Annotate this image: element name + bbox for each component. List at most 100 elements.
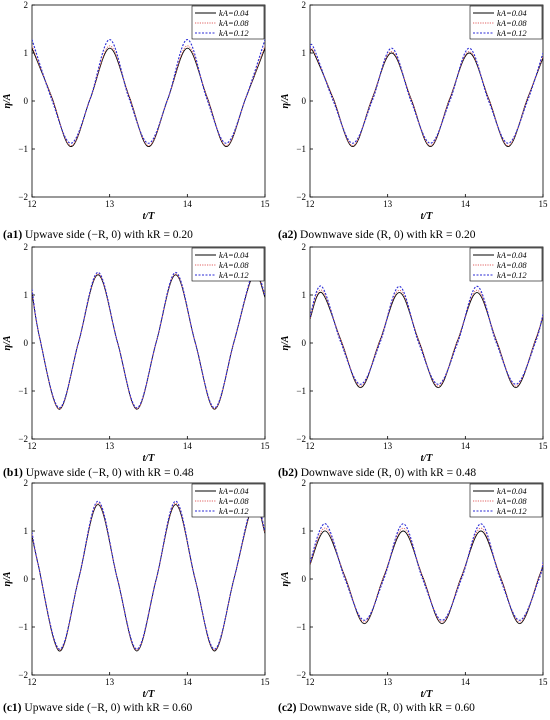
x-tick-label-a1-2: 14 [183, 199, 193, 209]
legend-box-c1 [191, 483, 265, 518]
chart-b1: 12 13 14 15−2−1012t/Tη/AkA=0.04kA=0.08kA=0.… [2, 242, 271, 464]
series-line-a1-0 [32, 47, 265, 148]
caption-a1-text: Upwave side (−R, 0) with kR = 0.20 [25, 229, 193, 241]
legend-label-b1-2: kA=0.12 [219, 270, 249, 280]
series-line-a2-0 [310, 49, 543, 148]
x-tick-label-c1-0: 12 [28, 677, 37, 687]
x-tick-label-a2-1: 13 [383, 199, 393, 209]
x-tick-label-c2-1: 13 [383, 677, 393, 687]
chart-a2: 12 13 14 15−2−1012t/Tη/AkA=0.04kA=0.08kA=0.… [280, 0, 548, 222]
x-tick-label-b1-0: 12 [28, 441, 37, 451]
panel-c1: 12 13 14 15 −2 −1 0 1 2 t/T η/A kA=0.04 kA=0.08 kA=0.… [0, 478, 270, 700]
series-group-a2 [310, 43, 543, 148]
legend-label-a1-1: kA=0.08 [219, 18, 249, 28]
x-tick-label-c2-0: 12 [306, 677, 315, 687]
legend-label-b1-1: kA=0.08 [219, 260, 249, 270]
y-tick-label-a2-1: −1 [296, 144, 306, 154]
y-tick-label-c1-4: 2 [24, 478, 29, 488]
caption-b2-label: (b2) [278, 467, 298, 479]
legend-label-c1-1: kA=0.08 [219, 496, 249, 506]
legend-label-a2-2: kA=0.12 [497, 28, 527, 38]
x-axis-label-a1: t/T [143, 211, 156, 222]
caption-c2-text: Downwave side (R, 0) with kR = 0.60 [299, 702, 475, 714]
x-tick-label-a1-3: 15 [261, 199, 271, 209]
y-tick-label-a1-0: −2 [18, 192, 28, 202]
y-axis-label-a2: η/A [280, 93, 291, 108]
series-group-a1 [32, 39, 265, 148]
x-tick-label-c1-2: 14 [183, 677, 193, 687]
y-tick-label-c1-1: −1 [18, 622, 28, 632]
y-tick-label-c1-2: 0 [24, 574, 29, 584]
x-axis-label-c2: t/T [421, 689, 434, 700]
x-tick-label-b1-3: 15 [261, 441, 271, 451]
series-group-b1 [32, 270, 265, 410]
chart-a1: 12 13 14 15−2−1012t/Tη/AkA=0.04kA=0.08kA=0.… [2, 0, 271, 222]
y-tick-label-a1-3: 1 [24, 48, 29, 58]
caption-b1-label: (b1) [3, 467, 23, 479]
y-axis-label-c1: η/A [2, 571, 13, 586]
series-group-b2 [310, 285, 543, 389]
x-tick-label-a1-1: 13 [105, 199, 115, 209]
y-tick-label-b2-1: −1 [296, 386, 306, 396]
y-tick-label-b1-1: −1 [18, 386, 28, 396]
x-axis-label-b2: t/T [421, 453, 434, 464]
legend-label-c2-1: kA=0.08 [497, 496, 527, 506]
x-tick-label-c2-3: 15 [539, 677, 549, 687]
y-tick-label-c2-2: 0 [302, 574, 307, 584]
y-tick-label-a2-2: 0 [302, 96, 307, 106]
x-tick-label-a1-0: 12 [28, 199, 37, 209]
caption-b1: (b1) Upwave side (−R, 0) with kR = 0.48 [3, 467, 194, 479]
y-axis-label-b1: η/A [2, 335, 13, 350]
panel-c2: 12 13 14 15 −2 −1 0 1 2 t/T η/A kA=0.04 kA=0.08 kA=0.… [278, 478, 548, 700]
y-tick-label-a1-1: −1 [18, 144, 28, 154]
x-tick-label-b1-2: 14 [183, 441, 193, 451]
legend-label-b1-0: kA=0.04 [219, 250, 249, 260]
caption-a1-label: (a1) [3, 229, 23, 241]
x-tick-label-c2-2: 14 [461, 677, 471, 687]
y-tick-label-c2-3: 1 [302, 526, 307, 536]
series-line-a2-2 [310, 43, 543, 144]
y-tick-label-b1-4: 2 [24, 242, 29, 252]
caption-a1: (a1) Upwave side (−R, 0) with kR = 0.20 [3, 229, 193, 241]
panel-a2: 12 13 14 15 −2 −1 0 1 2 t/T η/A kA=0.04 kA=0.08 kA=0.… [278, 0, 548, 222]
caption-a2: (a2) Downwave side (R, 0) with kR = 0.20 [278, 229, 476, 241]
series-line-c1-0 [32, 503, 265, 652]
series-group-c2 [310, 523, 543, 625]
x-axis-label-c1: t/T [143, 689, 156, 700]
y-tick-label-c1-0: −2 [18, 670, 28, 680]
series-line-b2-1 [310, 289, 543, 387]
legend-label-a2-0: kA=0.04 [497, 8, 527, 18]
caption-a2-text: Downwave side (R, 0) with kR = 0.20 [300, 229, 476, 241]
caption-b1-text: Upwave side (−R, 0) with kR = 0.48 [25, 467, 194, 479]
chart-c1: 12 13 14 15−2−1012t/Tη/AkA=0.04kA=0.08kA=0.… [2, 478, 270, 700]
y-axis-label-a1: η/A [2, 93, 13, 108]
series-line-b1-2 [32, 270, 265, 409]
series-line-a1-1 [32, 45, 265, 147]
caption-c2-label: (c2) [278, 702, 297, 714]
y-tick-label-a1-4: 2 [24, 0, 29, 10]
x-tick-label-a2-0: 12 [306, 199, 315, 209]
x-tick-label-b2-0: 12 [306, 441, 315, 451]
series-line-b2-2 [310, 285, 543, 385]
y-tick-label-a2-3: 1 [302, 48, 307, 58]
y-tick-label-b1-3: 1 [24, 290, 29, 300]
y-tick-label-b2-2: 0 [302, 338, 307, 348]
legend-label-c1-0: kA=0.04 [219, 486, 249, 496]
caption-b2: (b2) Downwave side (R, 0) with kR = 0.48 [278, 467, 476, 479]
y-tick-label-c2-1: −1 [296, 622, 306, 632]
legend-label-c2-0: kA=0.04 [497, 486, 527, 496]
legend-label-b2-2: kA=0.12 [497, 270, 527, 280]
panel-a1: 12 13 14 15 −2 −1 0 1 2 t/T η/A kA=0.04 kA=0.08 kA=0.… [0, 0, 270, 222]
legend-label-b2-1: kA=0.08 [497, 260, 527, 270]
x-tick-label-b2-3: 15 [539, 441, 549, 451]
caption-b2-text: Downwave side (R, 0) with kR = 0.48 [300, 467, 477, 479]
series-group-c1 [32, 499, 265, 652]
series-line-c1-1 [32, 501, 265, 651]
chart-b2: 12 13 14 15−2−1012t/Tη/AkA=0.04kA=0.08kA=0.… [280, 242, 549, 464]
series-line-c2-2 [310, 523, 543, 621]
